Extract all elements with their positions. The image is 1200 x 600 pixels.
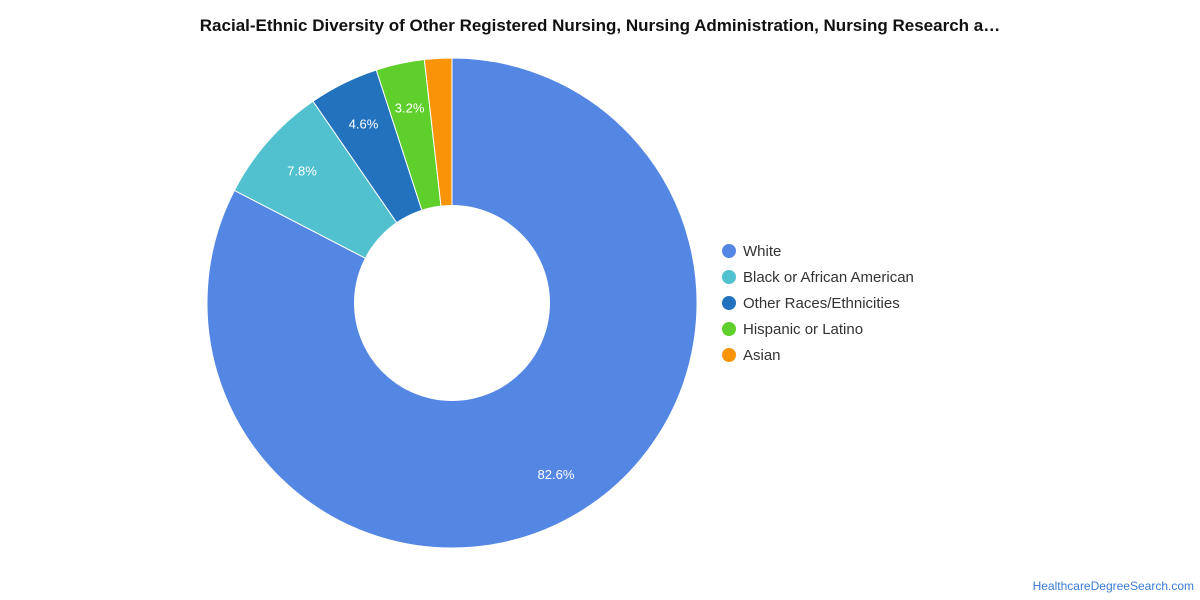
legend-item-black-or-african-american[interactable]: Black or African American [722, 269, 914, 286]
legend-item-asian[interactable]: Asian [722, 347, 781, 364]
slice-label-black-or-african-american: 7.8% [287, 164, 317, 179]
slice-white[interactable] [206, 57, 698, 549]
legend-label: Other Races/Ethnicities [743, 295, 900, 312]
legend-label: Black or African American [743, 269, 914, 286]
legend-item-hispanic-or-latino[interactable]: Hispanic or Latino [722, 321, 863, 338]
legend-label: White [743, 243, 781, 260]
legend-item-white[interactable]: White [722, 243, 781, 260]
legend-item-other-races-ethnicities[interactable]: Other Races/Ethnicities [722, 295, 900, 312]
legend-swatch [722, 296, 736, 310]
source-link[interactable]: HealthcareDegreeSearch.com [1032, 579, 1194, 593]
donut-hole [354, 205, 550, 401]
legend-swatch [722, 270, 736, 284]
legend-label: Hispanic or Latino [743, 321, 863, 338]
slice-label-hispanic-or-latino: 3.2% [395, 101, 425, 116]
legend-label: Asian [743, 347, 781, 364]
slice-labels: 82.6% 7.8% 4.6% 3.2% [287, 101, 575, 482]
legend-swatch [722, 348, 736, 362]
legend-swatch [722, 322, 736, 336]
legend-swatch [722, 244, 736, 258]
legend: White Black or African American Other Race… [722, 243, 914, 364]
slice-label-other-races-ethnicities: 4.6% [349, 117, 379, 132]
chart-title: Racial-Ethnic Diversity of Other Registe… [199, 16, 1001, 35]
slice-label-white: 82.6% [538, 467, 575, 482]
